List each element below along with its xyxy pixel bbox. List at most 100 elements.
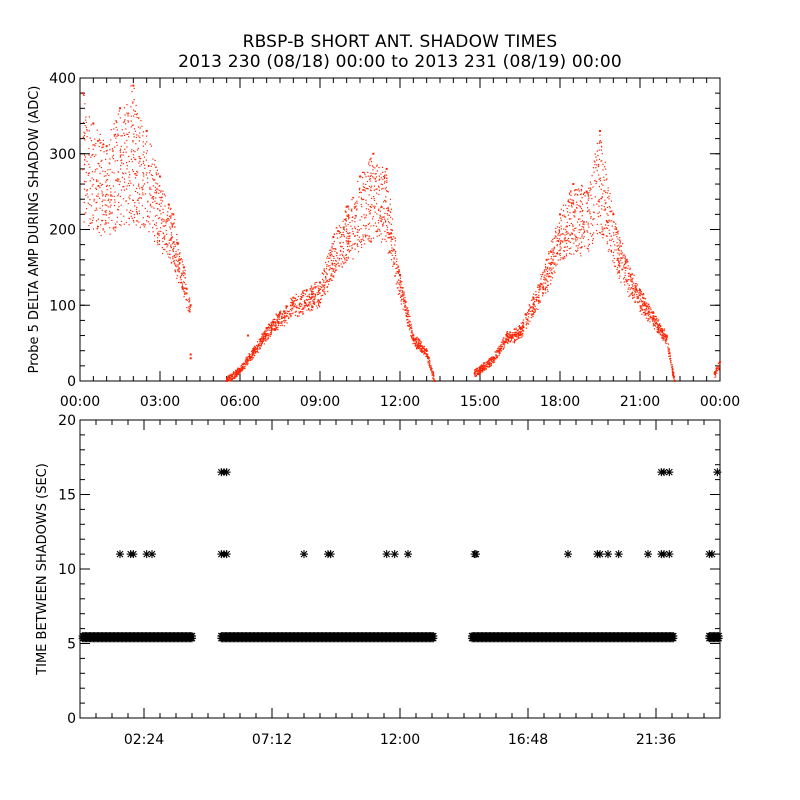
data-point	[231, 375, 233, 377]
data-point	[337, 257, 339, 259]
data-point	[389, 198, 392, 200]
data-point	[569, 233, 571, 236]
data-point	[92, 148, 94, 150]
data-point	[291, 308, 293, 310]
data-point	[97, 195, 99, 198]
data-point	[309, 298, 311, 300]
data-point	[153, 240, 156, 243]
data-point	[132, 141, 134, 143]
data-point	[337, 230, 340, 232]
data-point	[122, 186, 124, 188]
data-point	[388, 210, 390, 212]
data-point	[120, 204, 122, 206]
data-point	[89, 137, 91, 139]
y-tick-label: 0	[67, 374, 76, 390]
data-point	[474, 375, 476, 377]
data-point	[132, 210, 134, 213]
data-point	[430, 366, 432, 368]
data-point	[267, 334, 270, 337]
data-point	[275, 328, 277, 330]
data-point	[256, 345, 259, 347]
data-point	[186, 288, 188, 290]
data-point	[631, 287, 633, 289]
data-point	[298, 311, 300, 313]
data-point	[552, 262, 554, 264]
data-point	[493, 357, 496, 359]
data-point	[613, 240, 615, 243]
data-point	[619, 264, 621, 267]
data-point	[644, 309, 646, 311]
data-point	[381, 218, 383, 220]
data-point	[328, 253, 330, 255]
data-point	[606, 220, 608, 223]
data-point	[280, 324, 282, 327]
data-point	[160, 219, 163, 221]
data-point	[617, 264, 620, 267]
data-point	[346, 241, 348, 243]
data-point	[391, 238, 394, 240]
data-point	[582, 223, 584, 225]
data-point	[349, 240, 352, 243]
data-point	[604, 224, 607, 226]
data-point	[417, 347, 419, 350]
data-point	[371, 185, 373, 187]
data-point	[113, 195, 115, 198]
data-point	[347, 249, 350, 251]
data-point	[379, 217, 381, 219]
data-point	[400, 303, 402, 305]
data-point	[247, 361, 249, 363]
data-point	[172, 223, 174, 225]
data-point	[357, 239, 359, 241]
data-point	[387, 237, 389, 239]
data-point	[376, 235, 378, 237]
data-point	[618, 257, 620, 260]
data-point	[718, 369, 720, 371]
data-point	[553, 246, 555, 248]
data-point	[156, 191, 158, 193]
data-point	[345, 219, 347, 221]
data-point	[101, 159, 103, 161]
data-point	[119, 107, 121, 110]
data-point	[407, 316, 409, 318]
data-point	[415, 337, 417, 340]
data-point	[134, 216, 136, 219]
data-point	[588, 226, 590, 228]
data-point	[374, 207, 376, 209]
data-point	[601, 226, 603, 228]
data-point	[577, 218, 580, 220]
data-point	[347, 256, 349, 258]
data-point	[324, 276, 327, 278]
data-point	[552, 267, 554, 269]
data-point	[340, 263, 342, 265]
data-point	[383, 208, 385, 210]
data-point	[115, 226, 117, 228]
data-point	[668, 355, 670, 358]
data-point	[154, 200, 156, 202]
data-point	[589, 211, 591, 213]
data-point	[419, 339, 421, 341]
data-point	[432, 373, 434, 375]
data-point	[409, 315, 411, 318]
data-point	[335, 264, 337, 266]
data-point	[552, 251, 554, 253]
data-point	[149, 188, 151, 190]
data-point	[401, 295, 404, 297]
data-point	[139, 165, 141, 167]
data-point	[107, 206, 109, 208]
data-point	[366, 187, 368, 190]
data-point	[154, 179, 156, 181]
data-point	[597, 154, 599, 157]
data-point	[263, 343, 266, 345]
data-point	[262, 332, 264, 334]
x-tick-label: 12:00	[380, 394, 420, 410]
data-point	[105, 223, 107, 225]
data-point	[88, 225, 90, 227]
data-point	[420, 342, 422, 344]
data-point	[573, 210, 575, 213]
data-point	[478, 367, 480, 369]
data-point	[374, 222, 377, 224]
data-point	[289, 314, 291, 316]
data-point	[139, 158, 141, 160]
data-point	[424, 353, 426, 355]
data-point	[409, 320, 411, 322]
